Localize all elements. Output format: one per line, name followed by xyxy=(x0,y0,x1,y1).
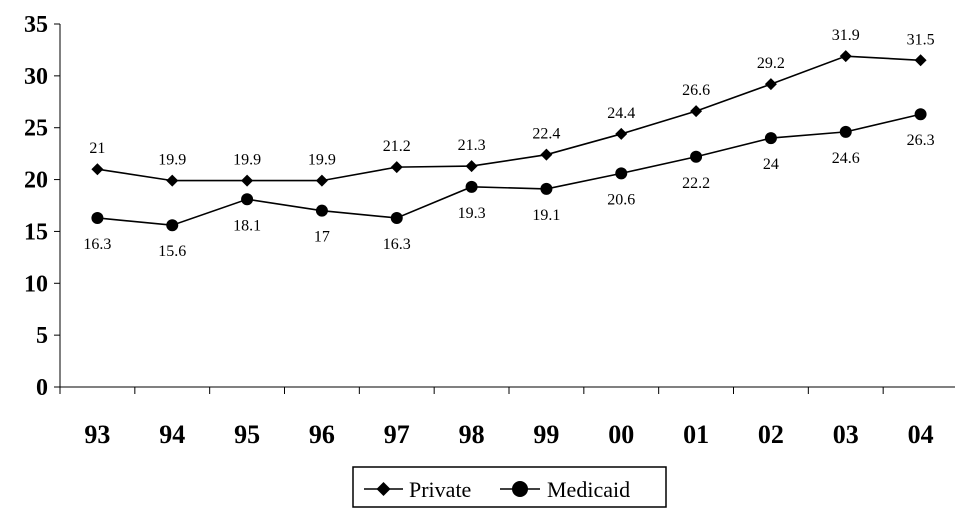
y-tick-label: 10 xyxy=(24,271,48,297)
x-tick-label: 96 xyxy=(309,420,335,449)
x-tick-label: 04 xyxy=(908,420,934,449)
series-line xyxy=(97,113,921,227)
data-point xyxy=(690,150,703,163)
y-tick-label: 30 xyxy=(24,64,48,90)
data-point xyxy=(315,204,328,217)
data-label: 21.3 xyxy=(458,137,486,154)
data-label: 29.2 xyxy=(757,55,785,72)
data-label: 16.3 xyxy=(83,236,111,253)
x-tick-label: 94 xyxy=(159,420,185,449)
data-point xyxy=(166,174,179,187)
data-label: 19.9 xyxy=(233,152,261,169)
data-label: 19.3 xyxy=(458,205,486,222)
data-point xyxy=(540,182,553,195)
data-label: 31.9 xyxy=(832,27,860,44)
data-label: 21 xyxy=(89,140,105,157)
x-tick-label: 97 xyxy=(384,420,410,449)
data-point xyxy=(465,160,478,173)
data-label: 20.6 xyxy=(607,191,635,208)
legend-item-medicaid: Medicaid xyxy=(500,477,630,502)
chart-axes xyxy=(54,23,955,394)
y-tick-label: 20 xyxy=(24,168,48,194)
data-point xyxy=(690,105,703,118)
data-point xyxy=(914,54,927,67)
data-point xyxy=(839,125,852,138)
data-point xyxy=(241,174,254,187)
data-point xyxy=(839,50,852,63)
series-private: 21 19.9 19.9 19.9 21.2 21.3 22.4 24.4 26.6 29.2 31… xyxy=(89,27,935,187)
legend-item-private: Private xyxy=(364,477,471,502)
y-tick-label: 25 xyxy=(24,116,48,142)
data-label: 17 xyxy=(314,229,330,246)
data-point xyxy=(91,163,104,176)
y-tick-label: 15 xyxy=(24,219,48,245)
data-label: 18.1 xyxy=(233,217,261,234)
legend-marker xyxy=(376,482,391,496)
x-tick-label: 01 xyxy=(683,420,709,449)
data-point xyxy=(166,219,179,232)
x-tick-label: 99 xyxy=(533,420,559,449)
data-point xyxy=(764,78,777,91)
data-point xyxy=(315,174,328,187)
data-label: 24.4 xyxy=(607,105,635,122)
series-layer: 21 19.9 19.9 19.9 21.2 21.3 22.4 24.4 26.6 29.2 31… xyxy=(83,27,934,260)
data-label: 31.5 xyxy=(907,31,935,48)
data-point xyxy=(615,167,628,180)
data-label: 15.6 xyxy=(158,243,186,260)
data-point xyxy=(914,108,927,121)
x-tick-label: 95 xyxy=(234,420,260,449)
data-point xyxy=(615,127,628,140)
data-label: 24.6 xyxy=(832,150,860,167)
y-tick-label: 5 xyxy=(36,323,48,349)
y-tick-label: 35 xyxy=(24,12,48,38)
data-label: 19.1 xyxy=(532,207,560,224)
data-point xyxy=(390,161,403,174)
data-point xyxy=(764,132,777,145)
x-tick-label: 02 xyxy=(758,420,784,449)
data-point xyxy=(465,180,478,193)
data-label: 16.3 xyxy=(383,236,411,253)
data-label: 19.9 xyxy=(308,152,336,169)
data-label: 24 xyxy=(763,156,779,173)
data-point xyxy=(540,148,553,161)
data-label: 22.2 xyxy=(682,175,710,192)
data-point xyxy=(390,211,403,224)
series-line xyxy=(97,55,921,182)
legend-label: Private xyxy=(409,477,471,502)
y-tick-label: 0 xyxy=(36,375,48,401)
data-point xyxy=(241,193,254,206)
legend-box xyxy=(352,466,667,508)
series-medicaid: 16.3 15.6 18.1 17 16.3 19.3 19.1 20.6 22.2 24 24.6… xyxy=(83,108,935,260)
legend-marker xyxy=(512,481,528,497)
legend-label: Medicaid xyxy=(547,477,630,502)
data-label: 22.4 xyxy=(532,126,560,143)
data-label: 26.6 xyxy=(682,82,710,99)
data-point xyxy=(91,211,104,224)
legend: Private Medicaid xyxy=(352,466,667,508)
data-label: 26.3 xyxy=(907,132,935,149)
x-tick-label: 98 xyxy=(459,420,485,449)
data-label: 21.2 xyxy=(383,138,411,155)
x-tick-label: 00 xyxy=(608,420,634,449)
data-label: 19.9 xyxy=(158,152,186,169)
y-tick-labels: 0 5 10 15 20 25 30 35 xyxy=(24,12,48,401)
x-tick-label: 03 xyxy=(833,420,859,449)
x-tick-label: 93 xyxy=(84,420,110,449)
x-tick-labels: 93 94 95 96 97 98 99 00 01 02 03 04 xyxy=(84,420,933,449)
